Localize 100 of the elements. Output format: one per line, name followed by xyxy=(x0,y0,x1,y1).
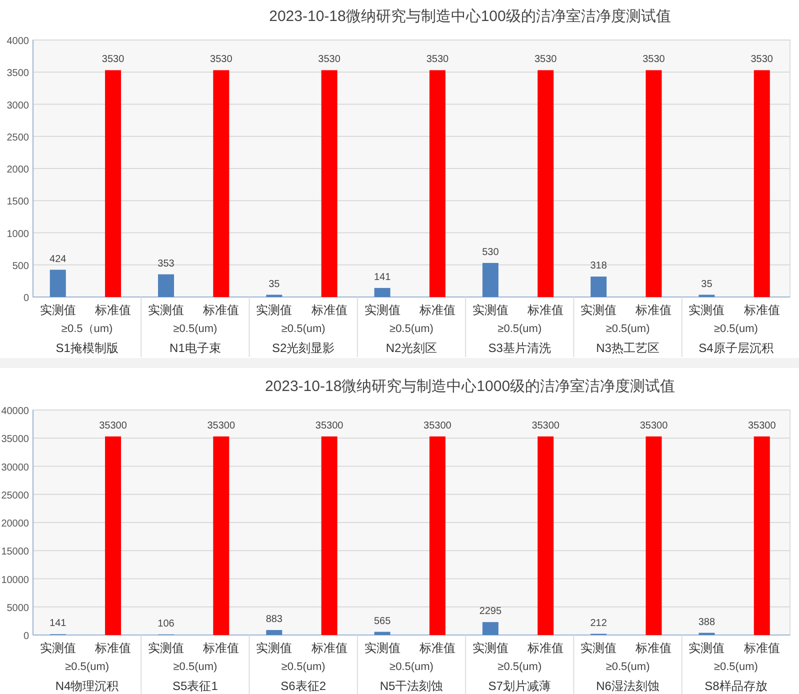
text: ≥0.5(um) xyxy=(498,323,542,335)
text: 标准值 xyxy=(203,303,240,317)
series-label: 标准值 xyxy=(94,641,132,655)
text: 标准值 xyxy=(311,641,348,655)
text: 实测值 xyxy=(364,303,400,317)
data-label: 141 xyxy=(50,618,67,630)
data-label: 388 xyxy=(698,616,716,628)
text: 实测值 xyxy=(580,303,617,317)
x-tick-label: S7划片减薄 xyxy=(488,679,551,693)
y-tick-label: 10000 xyxy=(1,574,30,586)
text: ≥0.5(um) xyxy=(173,661,218,673)
bar xyxy=(429,70,446,297)
x-tick-label: N2光刻区 xyxy=(386,341,438,355)
bar xyxy=(213,436,230,635)
data-label: 35300 xyxy=(748,420,776,432)
bar xyxy=(158,274,174,297)
bar xyxy=(538,70,554,297)
text: 实测值 xyxy=(472,303,508,317)
chart-title: 2023-10-18微纳研究与制造中心1000级的洁净室洁净度测试值 xyxy=(264,378,676,395)
chart-title: 2023-10-18微纳研究与制造中心100级的洁净室洁净度测试值 xyxy=(269,8,671,25)
text: 实测值 xyxy=(148,303,184,317)
text: ≥0.5(um) xyxy=(281,323,326,335)
text: 实测值 xyxy=(580,641,617,655)
text: ≥0.5（um) xyxy=(61,323,113,335)
y-tick-label: 25000 xyxy=(1,490,30,502)
y-tick-label: 2000 xyxy=(6,164,30,176)
text: ≥0.5(um) xyxy=(390,323,434,335)
data-label: 35300 xyxy=(424,420,452,432)
data-label: 565 xyxy=(374,616,392,627)
y-tick-label: 40000 xyxy=(1,406,30,417)
bar xyxy=(374,632,390,635)
x-tick-label: S1掩模制版 xyxy=(56,341,118,355)
x-tick-label: N3热工艺区 xyxy=(596,341,660,355)
bar xyxy=(538,436,554,635)
y-tick-label: 500 xyxy=(12,260,30,272)
x-tick-label: S8样品存放 xyxy=(704,679,768,693)
text: 实测值 xyxy=(148,641,184,655)
x-tick-label: N1电子束 xyxy=(170,341,221,355)
x-tick-label: N5干法刻蚀 xyxy=(380,679,444,693)
text: 实测值 xyxy=(472,641,508,655)
y-tick-label: 3000 xyxy=(6,100,30,112)
bar xyxy=(646,70,662,297)
text: ≥0.5(um) xyxy=(606,323,650,335)
text: 实测值 xyxy=(688,641,725,655)
text: 标准值 xyxy=(636,641,672,655)
series-label: 实测值 xyxy=(40,303,76,317)
bar xyxy=(482,622,498,635)
x-tick-label: S6表征2 xyxy=(280,679,326,693)
bar xyxy=(213,70,230,297)
x-tick-label: N6湿法刻蚀 xyxy=(596,679,660,693)
bar xyxy=(105,436,122,635)
series-label: 标准值 xyxy=(94,303,132,317)
data-label: 35300 xyxy=(640,420,668,432)
text: 标准值 xyxy=(419,303,456,317)
data-label: 318 xyxy=(590,260,608,272)
data-label: 141 xyxy=(374,272,392,283)
text: 标准值 xyxy=(744,641,780,655)
data-label: 2295 xyxy=(479,606,502,618)
bar xyxy=(374,288,390,297)
x-tick-label: S4原子层沉积 xyxy=(698,341,774,355)
bar xyxy=(266,630,282,635)
text: 标准值 xyxy=(311,303,348,317)
y-tick-label: 35000 xyxy=(1,434,30,446)
data-label: 3530 xyxy=(210,54,233,66)
y-tick-label: 30000 xyxy=(1,462,30,474)
text: 实测值 xyxy=(688,303,725,317)
bar xyxy=(50,270,66,297)
data-label: 35300 xyxy=(99,420,128,432)
text: 实测值 xyxy=(364,641,400,655)
data-label: 3530 xyxy=(642,54,666,66)
text: 实测值 xyxy=(256,641,292,655)
data-label: 106 xyxy=(158,618,175,630)
text: 标准值 xyxy=(636,303,672,317)
data-label: 35 xyxy=(268,278,280,290)
bar xyxy=(321,436,338,635)
data-label: 35 xyxy=(701,278,713,290)
x-tick-label: S2光刻显影 xyxy=(272,341,335,355)
data-label: 3530 xyxy=(318,54,341,66)
text: 标准值 xyxy=(419,641,456,655)
data-label: 353 xyxy=(158,258,175,270)
text: 标准值 xyxy=(744,303,780,317)
y-tick-label: 3500 xyxy=(6,68,30,80)
y-tick-label: 1000 xyxy=(6,228,30,240)
y-tick-label: 0 xyxy=(23,631,30,642)
data-label: 424 xyxy=(50,254,67,265)
text: ≥0.5(um) xyxy=(281,661,326,673)
data-label: 35300 xyxy=(207,420,236,432)
data-label: 530 xyxy=(482,246,500,258)
data-label: 3530 xyxy=(426,54,450,66)
y-tick-label: 2500 xyxy=(6,132,30,144)
y-tick-label: 0 xyxy=(23,293,30,304)
bar xyxy=(321,70,338,297)
x-tick-label: N4物理沉积 xyxy=(55,679,119,693)
data-label: 212 xyxy=(590,618,608,629)
data-label: 35300 xyxy=(532,420,560,432)
text: ≥0.5(um) xyxy=(714,661,758,673)
text: 标准值 xyxy=(528,303,564,317)
data-label: 35300 xyxy=(315,420,344,432)
bar xyxy=(482,262,498,297)
y-tick-label: 1500 xyxy=(6,196,30,208)
